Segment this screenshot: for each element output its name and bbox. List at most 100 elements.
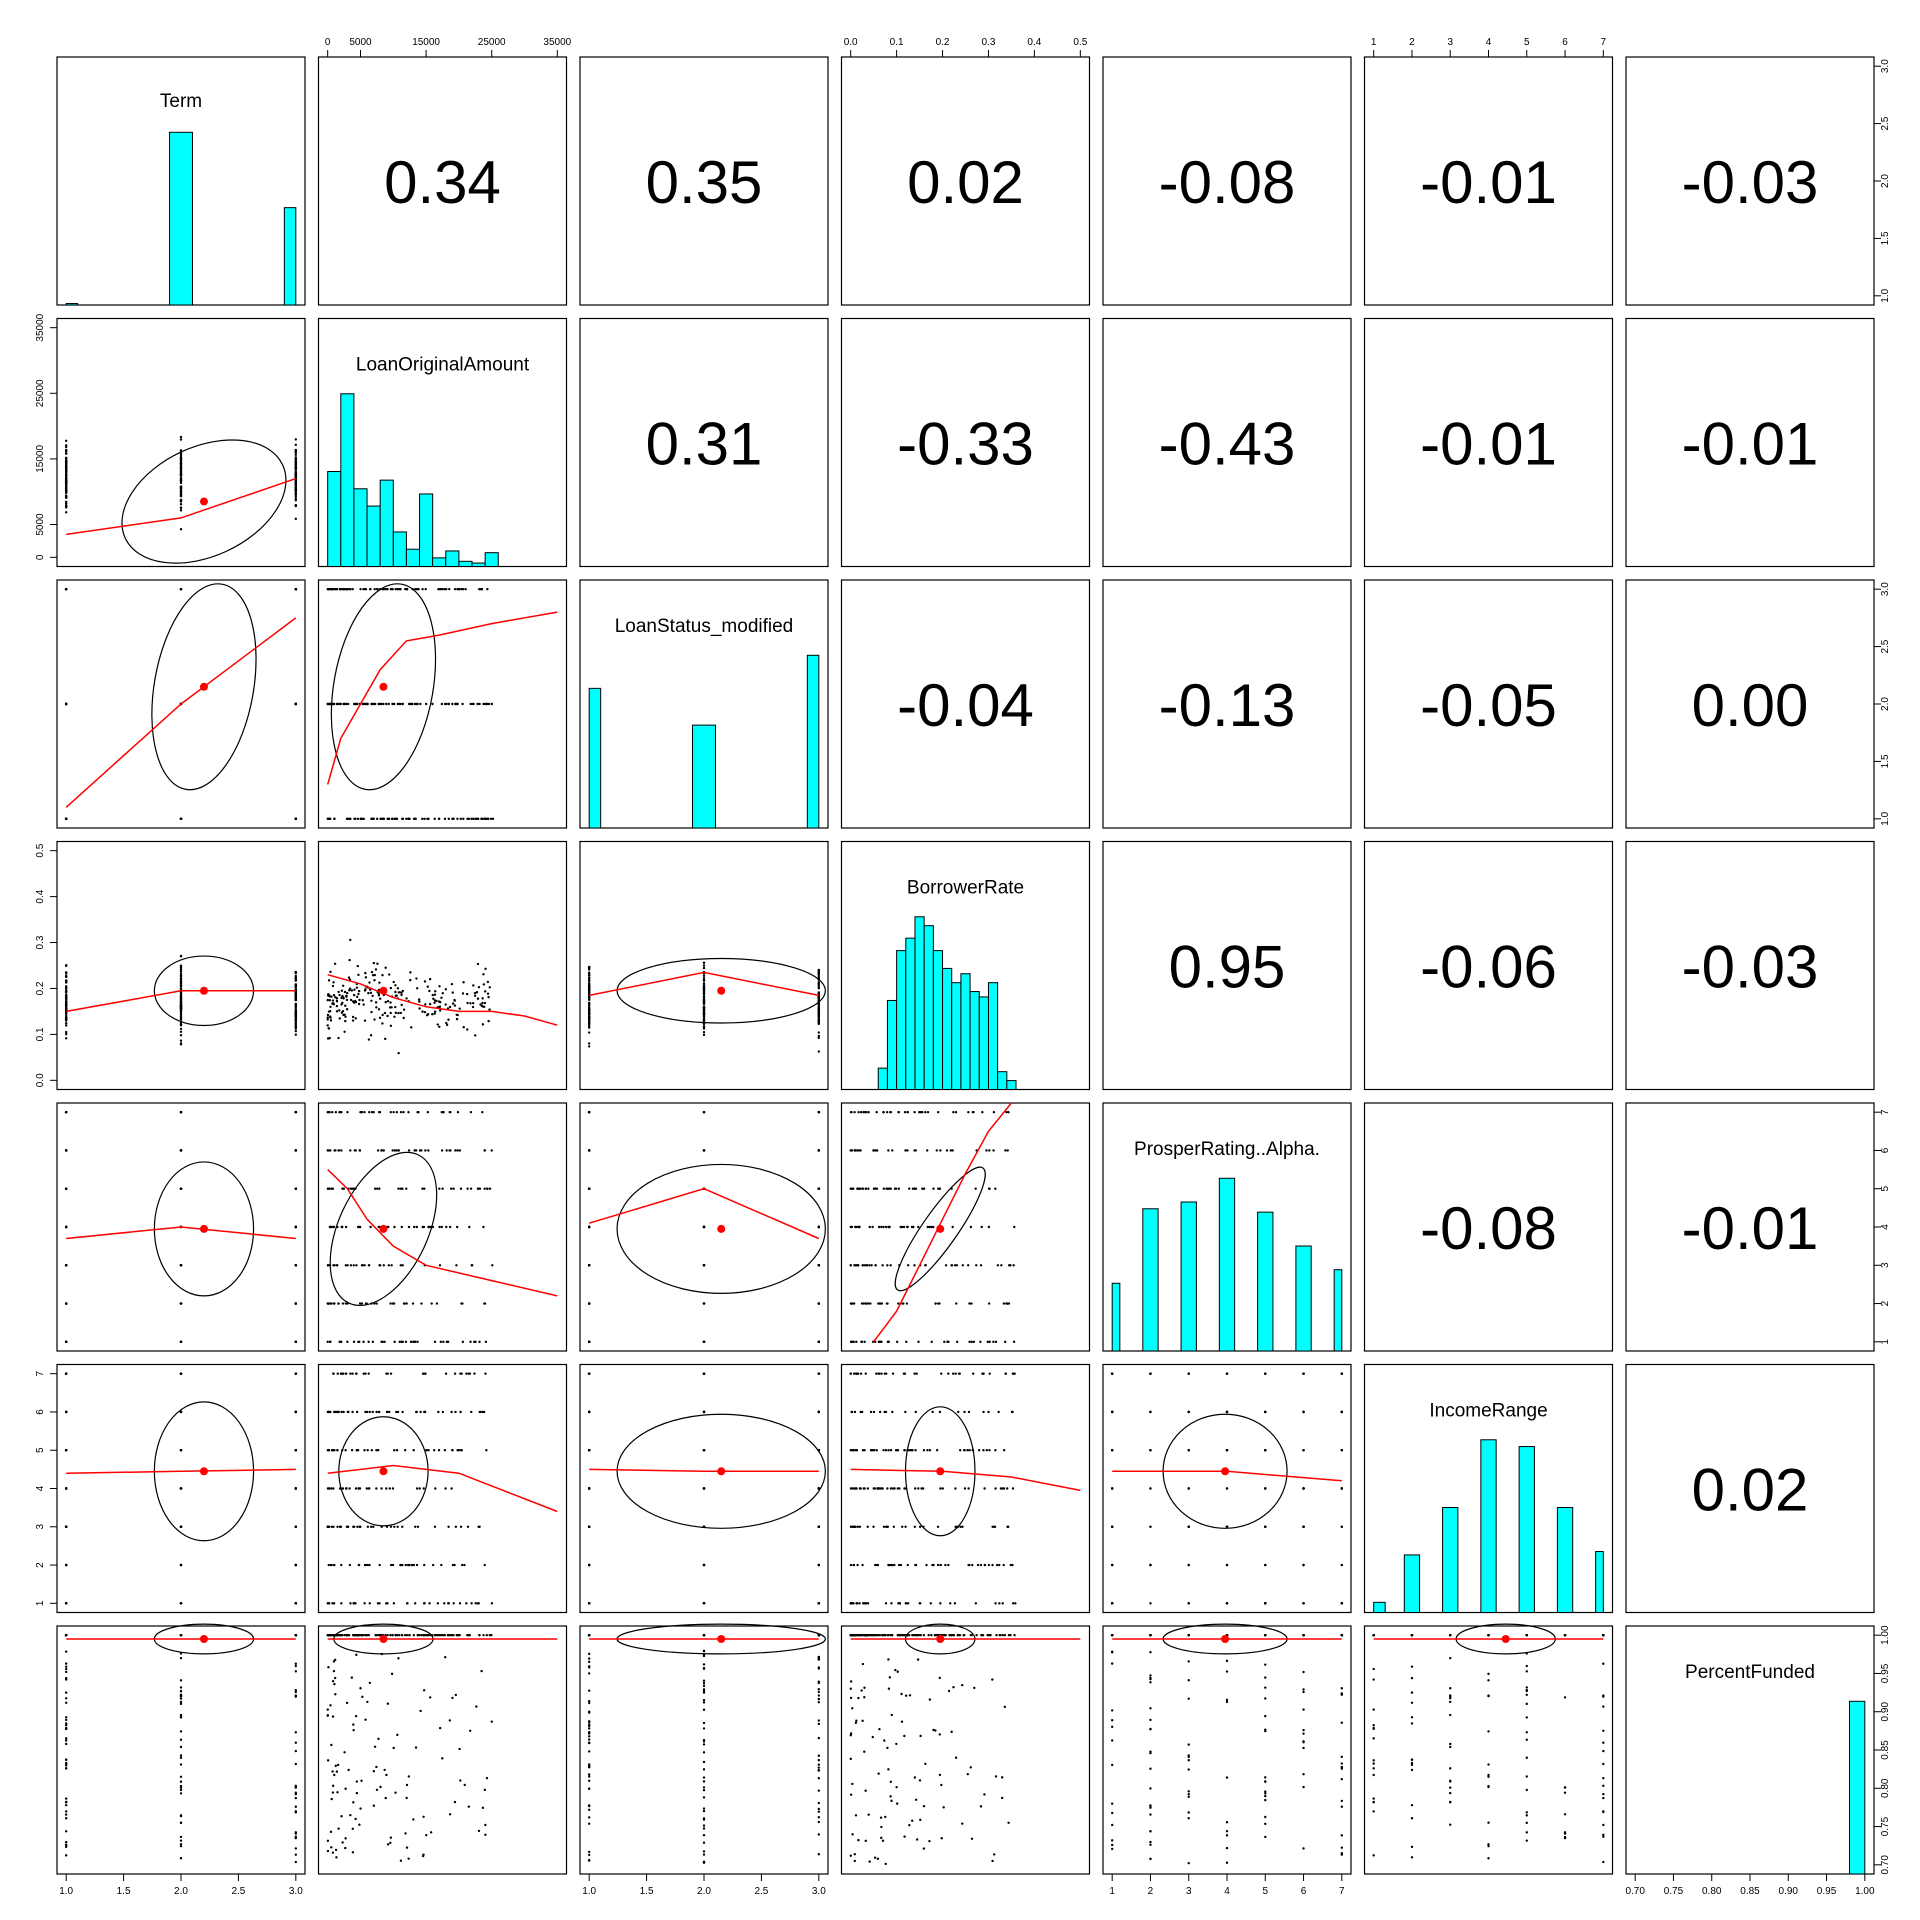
data-point [294, 1010, 298, 1013]
data-point [294, 1836, 298, 1840]
data-point [359, 1807, 362, 1810]
data-point [64, 1716, 68, 1719]
data-point [702, 1033, 706, 1037]
data-point [375, 1449, 378, 1452]
data-point [1007, 1264, 1011, 1267]
loess-line [589, 1468, 819, 1473]
data-point [349, 1372, 352, 1375]
data-point [460, 1449, 463, 1452]
data-point [426, 1110, 430, 1114]
mean-point [199, 1467, 208, 1476]
data-point [391, 1633, 394, 1637]
data-point [401, 1264, 404, 1267]
data-point [358, 1487, 362, 1490]
data-point [587, 1779, 591, 1782]
data-point [473, 1034, 477, 1037]
data-point [702, 1650, 706, 1653]
histogram-bar [905, 937, 916, 1090]
data-point [372, 961, 376, 965]
panel-frame [1102, 579, 1352, 829]
histogram-bar [1556, 1507, 1574, 1614]
data-point [356, 964, 359, 968]
data-point [468, 1372, 472, 1375]
data-point [855, 1264, 858, 1267]
data-point [939, 1487, 942, 1490]
data-point [702, 987, 706, 991]
data-point [393, 1525, 396, 1528]
data-point [950, 1264, 954, 1267]
data-point [424, 1003, 427, 1006]
data-point [817, 1656, 821, 1660]
data-point [443, 1449, 447, 1452]
data-point [854, 1721, 858, 1724]
data-point [857, 1225, 860, 1229]
data-point [702, 1833, 706, 1837]
data-point [480, 1669, 483, 1673]
data-point [419, 1709, 422, 1713]
data-point [333, 962, 337, 966]
data-point [985, 1449, 988, 1452]
data-point [959, 1525, 962, 1528]
data-point [364, 587, 368, 591]
panel-frame [1102, 1363, 1352, 1614]
data-point [64, 989, 68, 993]
data-point [955, 1264, 959, 1267]
data-point [702, 1563, 706, 1567]
variable-label: PercentFunded [1685, 1662, 1815, 1683]
data-point [404, 1340, 408, 1344]
data-point [458, 1007, 461, 1010]
histogram-bar [997, 1071, 1008, 1091]
data-point [331, 999, 335, 1002]
data-point [64, 702, 68, 706]
histogram-bar [1373, 1601, 1386, 1613]
data-point [402, 1302, 406, 1305]
data-point [64, 1633, 68, 1637]
data-point [817, 1525, 821, 1528]
data-point [817, 1853, 821, 1856]
data-point [391, 1487, 395, 1490]
data-point [179, 1302, 183, 1305]
data-point [817, 1769, 821, 1772]
data-point [333, 1563, 336, 1567]
data-point [860, 1340, 863, 1344]
data-point [423, 1633, 426, 1637]
data-point [968, 1302, 971, 1305]
data-point [952, 1110, 955, 1114]
data-point [326, 1016, 329, 1019]
data-point [373, 973, 377, 977]
data-point [64, 1739, 68, 1742]
data-point [334, 587, 337, 591]
data-point [341, 1187, 344, 1190]
data-point [353, 988, 356, 991]
data-point [179, 1716, 183, 1719]
data-point [462, 1025, 465, 1029]
data-point [1187, 1602, 1190, 1605]
data-point [377, 994, 381, 997]
data-point [890, 1602, 893, 1605]
data-point [482, 1633, 485, 1637]
data-point [179, 457, 183, 460]
data-point [377, 1008, 381, 1011]
data-point [702, 1776, 706, 1779]
data-point [885, 1525, 888, 1528]
data-point [347, 1768, 350, 1772]
data-point [587, 1045, 591, 1048]
data-point [483, 817, 487, 821]
data-point [587, 1110, 591, 1114]
data-point [1225, 1372, 1229, 1375]
data-point [333, 1682, 336, 1686]
data-point [444, 1655, 447, 1659]
data-point [444, 988, 448, 991]
data-point [328, 1225, 332, 1229]
panel-frame [56, 1102, 306, 1352]
data-point [355, 1653, 358, 1657]
panel-frame [56, 579, 306, 829]
data-point [393, 817, 397, 821]
data-point [416, 702, 419, 706]
data-point [359, 817, 362, 821]
data-point [405, 1302, 408, 1305]
data-point [457, 587, 460, 591]
data-point [352, 1525, 355, 1528]
data-point [370, 970, 374, 974]
data-point [887, 1149, 890, 1152]
